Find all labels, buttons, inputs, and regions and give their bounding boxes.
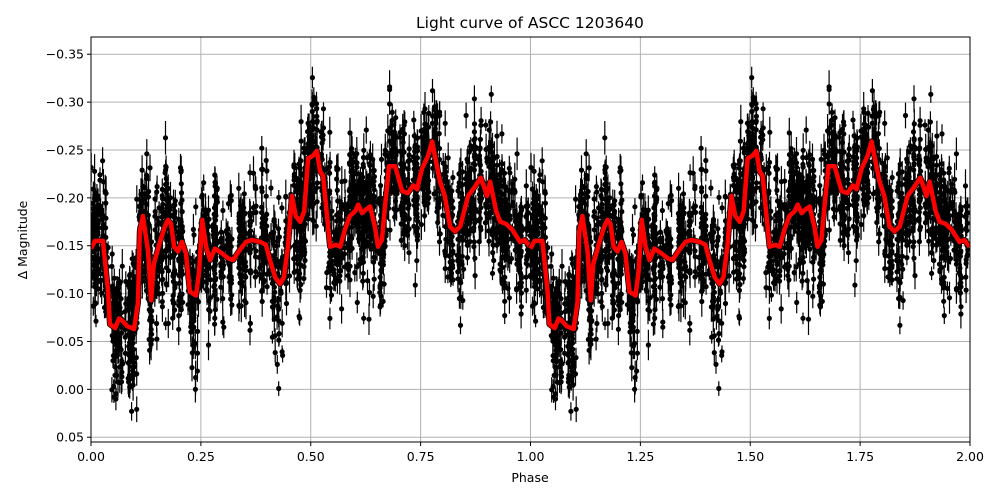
x-tick-label: 1.00 bbox=[517, 449, 545, 464]
x-tick-label: 2.00 bbox=[956, 449, 984, 464]
y-tick-label: 0.05 bbox=[56, 430, 84, 445]
y-axis-label: Δ Magnitude bbox=[15, 200, 30, 279]
y-tick-label: −0.30 bbox=[46, 95, 84, 110]
binned-curve-line bbox=[528, 139, 970, 332]
x-tick-label: 1.25 bbox=[626, 449, 654, 464]
x-axis-label: Phase bbox=[511, 470, 549, 485]
x-tick-label: 0.00 bbox=[77, 449, 105, 464]
y-tick-label: −0.35 bbox=[46, 47, 84, 62]
x-tick-label: 0.50 bbox=[297, 449, 325, 464]
y-tick-label: −0.10 bbox=[46, 286, 84, 301]
binned-curve-line bbox=[91, 139, 532, 332]
y-axis: −0.35 −0.30 −0.25 −0.20 −0.15 −0.10 −0.05 0.00 0… bbox=[46, 47, 91, 445]
y-tick-label: 0.00 bbox=[56, 382, 84, 397]
y-tick-label: −0.25 bbox=[46, 142, 84, 157]
x-axis: 0.00 0.25 0.50 0.75 1.00 1.25 1.50 1.75 2.00 bbox=[77, 442, 984, 464]
chart-title: Light curve of ASCC 1203640 bbox=[416, 14, 644, 32]
x-tick-label: 0.75 bbox=[407, 449, 435, 464]
plot-area bbox=[90, 36, 971, 443]
x-tick-label: 1.50 bbox=[736, 449, 764, 464]
binned-curve bbox=[91, 138, 970, 332]
y-tick-label: −0.20 bbox=[46, 190, 84, 205]
y-tick-label: −0.05 bbox=[46, 334, 84, 349]
x-tick-label: 0.25 bbox=[187, 449, 215, 464]
y-tick-label: −0.15 bbox=[46, 238, 84, 253]
x-tick-label: 1.75 bbox=[846, 449, 874, 464]
